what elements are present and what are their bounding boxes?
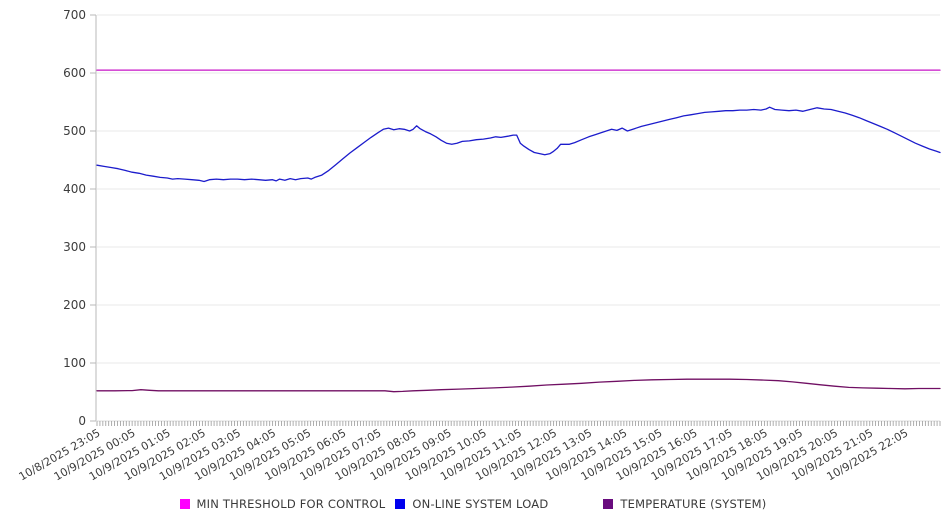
series-line-on-line-system-load	[96, 106, 941, 183]
series-line-temperature-system	[96, 378, 941, 393]
y-axis-label: 0	[78, 414, 86, 428]
y-axis-label: 200	[63, 298, 86, 312]
y-axis-label: 600	[63, 66, 86, 80]
legend-label: ON-LINE SYSTEM LOAD	[412, 497, 549, 511]
legend-label: TEMPERATURE (SYSTEM)	[620, 497, 767, 511]
y-axis-label: 400	[63, 182, 86, 196]
legend-swatch-icon	[603, 499, 614, 509]
legend-swatch-icon	[179, 499, 190, 509]
chart-legend: MIN THRESHOLD FOR CONTROL ON-LINE SYSTEM …	[0, 497, 946, 511]
legend-item-min-threshold-for-control[interactable]: MIN THRESHOLD FOR CONTROL	[179, 497, 386, 511]
y-axis-label: 500	[63, 124, 86, 138]
y-axis-label: 700	[63, 8, 86, 22]
x-minor-ticks	[96, 421, 941, 426]
y-axis-label: 100	[63, 356, 86, 370]
legend-label: MIN THRESHOLD FOR CONTROL	[196, 497, 386, 511]
legend-item-temperature-system[interactable]: TEMPERATURE (SYSTEM)	[603, 497, 766, 511]
legend-swatch-icon	[395, 499, 406, 509]
legend-item-on-line-system-load[interactable]: ON-LINE SYSTEM LOAD	[395, 497, 548, 511]
y-axis-label: 300	[63, 240, 86, 254]
